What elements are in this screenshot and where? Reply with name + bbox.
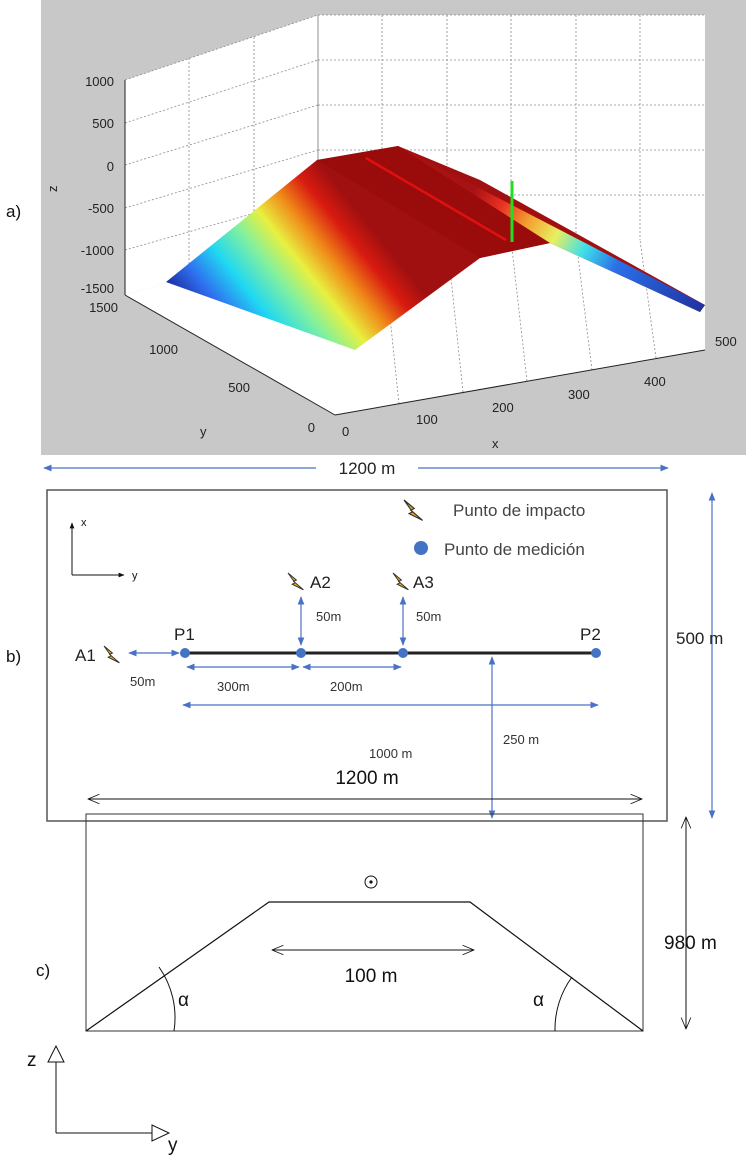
height-dimension-label: 500 m	[676, 629, 723, 648]
point-a3-measure	[398, 648, 408, 658]
p1-label: P1	[174, 625, 195, 644]
y-tick: 500	[228, 380, 250, 395]
y-tick-labels: 1500 1000 500 0	[89, 300, 315, 435]
z-tick: -1000	[81, 243, 114, 258]
angle-arc-left	[158, 966, 176, 1032]
y-tick: 1000	[149, 342, 178, 357]
section-axes: z y	[27, 1044, 178, 1156]
panel-b-plan-view: 1200 m 500 m x y Punto de impacto Punto …	[43, 459, 723, 822]
point-p1	[180, 648, 190, 658]
point-a2-measure	[296, 648, 306, 658]
axis-y-label: y	[132, 570, 138, 582]
z-tick: 0	[107, 159, 114, 174]
out-of-plane-icon	[364, 875, 378, 889]
ridge-profile	[85, 901, 644, 1032]
x-tick: 100	[416, 412, 438, 427]
y-tick: 1500	[89, 300, 118, 315]
angle-arc-right	[554, 976, 573, 1032]
x-tick: 400	[644, 374, 666, 389]
x-tick: 200	[492, 400, 514, 415]
surface-right-slope	[398, 146, 705, 312]
z-tick: -1500	[81, 281, 114, 296]
dot-icon	[414, 541, 428, 555]
a2-label: A2	[310, 573, 331, 592]
height-dimension-label: 980 m	[664, 933, 717, 954]
legend-measurement-label: Punto de medición	[444, 540, 585, 559]
p2-label: P2	[580, 625, 601, 644]
top-width-label: 100 m	[345, 966, 398, 987]
legend-impact-label: Punto de impacto	[453, 501, 585, 520]
a2-a3-distance-label: 200m	[330, 679, 363, 694]
crest-line	[365, 156, 507, 242]
a3-label: A3	[413, 573, 434, 592]
plan-axes: x y	[69, 517, 138, 582]
y-tick: 0	[308, 420, 315, 435]
x-tick: 300	[568, 387, 590, 402]
line-to-edge-label: 250 m	[503, 732, 539, 747]
panel-c-cross-section: 1200 m α α 100 m 980 m z y	[27, 768, 717, 1156]
a1-label: A1	[75, 646, 96, 665]
x-tick: 0	[342, 424, 349, 439]
p1-a2-distance-label: 300m	[217, 679, 250, 694]
angle-right-label: α	[533, 990, 544, 1011]
z-tick: 500	[92, 116, 114, 131]
panel-a-label: a)	[6, 202, 21, 221]
surface-left-slope	[166, 146, 705, 350]
surface-crest	[317, 146, 550, 258]
p1-p2-distance-label: 1000 m	[369, 746, 412, 761]
point-p2	[591, 648, 601, 658]
a1-offset-label: 50m	[130, 674, 155, 689]
width-dimension-label: 1200 m	[335, 768, 398, 789]
y-axis-label: y	[168, 1135, 178, 1156]
z-tick-labels: 1000 500 0 -500 -1000 -1500	[81, 74, 114, 296]
panel-a-3d-plot: 1000 500 0 -500 -1000 -1500 z 1500 1000 …	[41, 0, 746, 455]
x-tick-labels: 0 100 200 300 400 500	[342, 334, 737, 439]
section-boundary	[85, 813, 644, 1032]
panel-b-label: b)	[6, 647, 21, 666]
y-axis-label: y	[200, 424, 207, 439]
panel-c-label: c)	[36, 961, 50, 980]
width-dimension-label: 1200 m	[339, 459, 396, 478]
z-tick: 1000	[85, 74, 114, 89]
z-tick: -500	[88, 201, 114, 216]
legend: Punto de impacto Punto de medición	[403, 499, 585, 559]
axis-x-label: x	[81, 517, 87, 529]
a2-offset-label: 50m	[316, 609, 341, 624]
angle-left-label: α	[178, 990, 189, 1011]
y-arrow-icon	[151, 1124, 171, 1142]
x-axis-label: x	[492, 436, 499, 451]
x-tick: 500	[715, 334, 737, 349]
z-axis-label: z	[45, 186, 60, 193]
z-arrow-icon	[47, 1044, 65, 1063]
a3-offset-label: 50m	[416, 609, 441, 624]
z-axis-label: z	[27, 1050, 37, 1071]
